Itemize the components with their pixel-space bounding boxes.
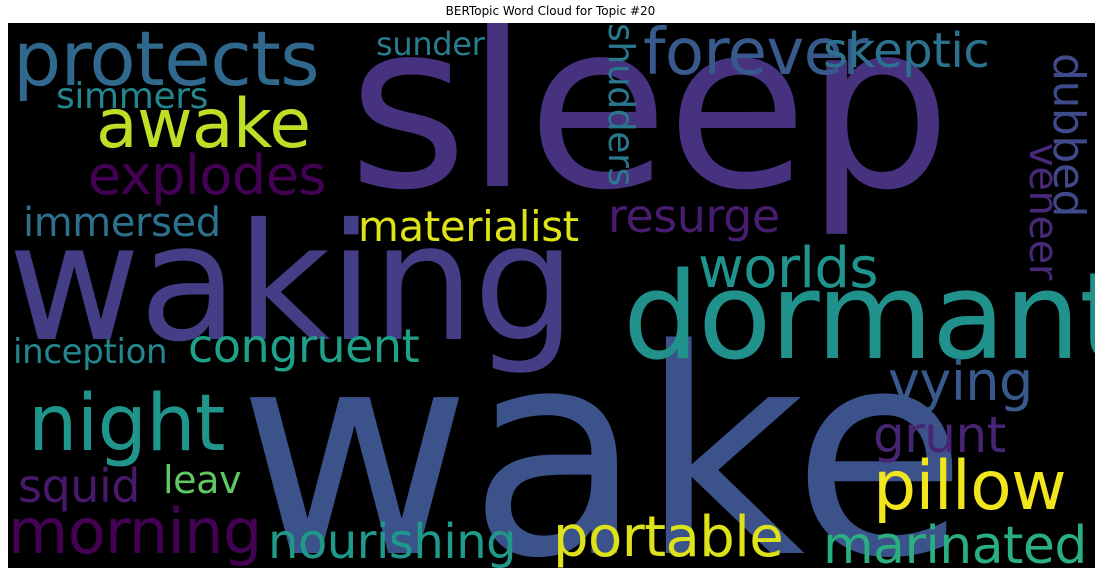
word-veneer: veneer (1020, 143, 1066, 280)
word-dormant: dormant (623, 248, 1095, 387)
word-explodes: explodes (88, 144, 326, 207)
word-protects: protects (13, 23, 320, 103)
word-morning: morning (8, 495, 262, 568)
word-night: night (28, 379, 226, 469)
chart-title: BERTopic Word Cloud for Topic #20 (445, 4, 656, 18)
word-materialist: materialist (358, 202, 579, 251)
word-sleep: sleep (348, 23, 952, 241)
word-inception: inception (13, 332, 168, 372)
word-vying: vying (888, 350, 1033, 413)
word-portable: portable (553, 505, 784, 568)
word-shudders: shudders (600, 23, 641, 186)
word-congruent: congruent (188, 319, 420, 373)
word-simmers: simmers (56, 76, 209, 117)
word-pillow: pillow (873, 447, 1067, 526)
word-forever: forever (643, 23, 869, 90)
word-waking: waking (8, 190, 576, 378)
word-skeptic: skeptic (823, 23, 990, 79)
word-resurge: resurge (608, 189, 780, 243)
word-marinated: marinated (823, 516, 1087, 568)
word-worlds: worlds (698, 236, 879, 301)
word-immersed: immersed (23, 200, 221, 246)
word-sunder: sunder (376, 25, 485, 63)
word-wake: wake (238, 289, 967, 569)
word-leav: leav (163, 458, 242, 502)
word-grunt: grunt (873, 406, 1006, 464)
word-nourishing: nourishing (268, 514, 517, 568)
word-cloud: sleep wake waking dormant protects forev… (8, 23, 1095, 568)
word-awake: awake (96, 85, 311, 164)
word-squid: squid (18, 459, 140, 513)
